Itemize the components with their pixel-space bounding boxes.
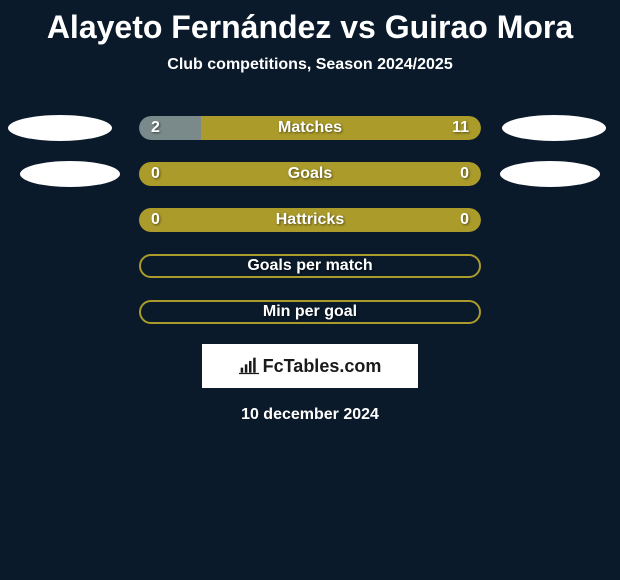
player-left-badge	[20, 161, 120, 187]
stats-list: Matches211Goals00Hattricks00Goals per ma…	[0, 116, 620, 324]
stat-label: Goals	[139, 165, 481, 183]
stat-value-left: 0	[151, 165, 160, 183]
stat-bar: Goals per match	[139, 254, 481, 278]
stat-value-right: 0	[460, 211, 469, 229]
logo-label: FcTables.com	[263, 356, 382, 377]
stat-label: Min per goal	[141, 303, 479, 321]
stat-row: Min per goal	[0, 300, 620, 324]
stat-row: Hattricks0 0	[0, 208, 620, 232]
subtitle: Club competitions, Season 2024/2025	[167, 56, 452, 74]
stat-bar: Matches2 11	[139, 116, 481, 140]
logo-badge[interactable]: FcTables.com	[202, 344, 418, 388]
player-left-badge	[8, 115, 112, 141]
stat-bar: Min per goal	[139, 300, 481, 324]
date-label: 10 december 2024	[241, 406, 379, 424]
stat-label: Goals per match	[141, 257, 479, 275]
page-title: Alayeto Fernández vs Guirao Mora	[47, 8, 573, 46]
stat-value-right: 11	[452, 119, 469, 137]
stat-value-left: 2	[151, 119, 160, 137]
stat-row: Goals per match	[0, 254, 620, 278]
stat-value-left: 0	[151, 211, 160, 229]
player-right-badge	[502, 115, 606, 141]
stat-bar: Hattricks0 0	[139, 208, 481, 232]
stat-row: Matches2 11	[0, 116, 620, 140]
bar-chart-icon	[239, 357, 259, 375]
comparison-card: Alayeto Fernández vs Guirao Mora Club co…	[0, 0, 620, 424]
stat-value-right: 0	[460, 165, 469, 183]
stat-label: Matches	[139, 119, 481, 137]
stat-bar: Goals0 0	[139, 162, 481, 186]
stat-row: Goals0 0	[0, 162, 620, 186]
stat-label: Hattricks	[139, 211, 481, 229]
player-right-badge	[500, 161, 600, 187]
logo-text: FcTables.com	[239, 356, 382, 377]
